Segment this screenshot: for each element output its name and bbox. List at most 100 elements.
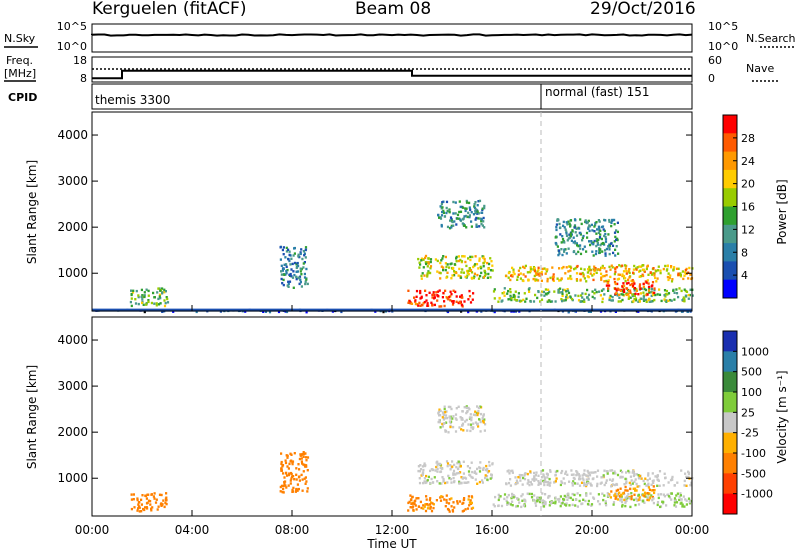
colorbar-band	[723, 279, 737, 299]
heatmap-cell	[666, 268, 669, 271]
heatmap-cell	[624, 485, 627, 489]
heatmap-cell	[466, 274, 469, 277]
heatmap-cell	[679, 492, 682, 495]
heatmap-cell	[413, 500, 416, 503]
heatmap-cell	[470, 495, 473, 498]
heatmap-cell	[445, 494, 448, 497]
heatmap-cell	[581, 502, 584, 505]
heatmap-cell	[633, 282, 636, 285]
heatmap-cell	[463, 224, 466, 227]
heatmap-cell	[564, 470, 568, 473]
heatmap-cell	[140, 288, 143, 292]
heatmap-cell	[589, 268, 592, 271]
heatmap-cell	[546, 476, 549, 479]
heatmap-cell	[434, 469, 437, 472]
heatmap-cell	[444, 262, 447, 265]
heatmap-cell	[450, 407, 453, 411]
heatmap-cell	[564, 248, 567, 251]
heatmap-cell	[439, 216, 442, 219]
heatmap-cell	[287, 484, 290, 487]
heatmap-cell	[635, 489, 638, 492]
heatmap-cell	[512, 496, 515, 499]
heatmap-cell	[534, 474, 537, 477]
heatmap-cell	[546, 481, 549, 484]
heatmap-cell	[415, 508, 418, 511]
heatmap-cell	[589, 482, 592, 485]
heatmap-cell	[605, 479, 608, 482]
heatmap-cell	[558, 222, 561, 226]
heatmap-cell	[468, 206, 471, 209]
heatmap-cell	[687, 472, 690, 476]
heatmap-cell	[138, 506, 141, 509]
heatmap-cell	[466, 507, 470, 510]
heatmap-cell	[512, 494, 515, 497]
heatmap-cell	[455, 257, 458, 260]
heatmap-cell	[561, 469, 564, 473]
heatmap-cell	[282, 472, 285, 475]
heatmap-cell	[468, 201, 471, 205]
heatmap-cell	[438, 271, 441, 274]
heatmap-cell	[479, 420, 482, 424]
heatmap-cell	[430, 468, 433, 471]
heatmap-cell	[583, 300, 586, 303]
heatmap-cell	[505, 274, 508, 278]
heatmap-cell	[643, 482, 646, 486]
heatmap-cell	[582, 478, 585, 481]
heatmap-cell	[146, 507, 149, 510]
heatmap-cell	[619, 487, 622, 490]
x-tick-label: 16:00	[475, 523, 510, 537]
heatmap-cell	[436, 470, 439, 473]
heatmap-cell	[440, 305, 443, 308]
heatmap-cell	[505, 482, 508, 485]
heatmap-cell	[543, 481, 546, 484]
heatmap-cell	[143, 291, 146, 294]
heatmap-cell	[622, 274, 626, 278]
heatmap-cell	[297, 255, 300, 258]
heatmap-cell	[135, 289, 138, 293]
heatmap-cell	[603, 483, 606, 487]
heatmap-cell	[452, 212, 455, 215]
heatmap-cell	[621, 503, 624, 507]
heatmap-cell	[433, 303, 436, 307]
heatmap-cell	[547, 496, 550, 499]
heatmap-cell	[143, 508, 146, 512]
heatmap-cell	[280, 467, 283, 470]
heatmap-cell	[460, 481, 463, 485]
heatmap-cell	[468, 408, 471, 411]
heatmap-cell	[517, 292, 520, 295]
heatmap-cell	[573, 493, 576, 497]
heatmap-cell	[573, 477, 576, 480]
heatmap-cell	[600, 272, 603, 275]
heatmap-cell	[682, 495, 685, 498]
heatmap-cell	[592, 254, 595, 257]
heatmap-cell	[585, 220, 588, 224]
heatmap-cell	[610, 485, 613, 488]
heatmap-cell	[440, 214, 444, 217]
x-tick-label: 08:00	[275, 523, 310, 537]
heatmap-cell	[603, 229, 606, 233]
heatmap-cell	[522, 273, 525, 276]
heatmap-cell	[469, 413, 472, 416]
heatmap-cell	[521, 483, 524, 486]
heatmap-cell	[465, 481, 468, 484]
heatmap-cell	[541, 267, 544, 271]
heatmap-cell	[293, 452, 296, 455]
heatmap-cell	[440, 223, 443, 227]
heatmap-cell	[637, 300, 640, 303]
heatmap-cell	[508, 472, 511, 475]
heatmap-cell	[621, 290, 624, 293]
heatmap-cell	[458, 210, 461, 214]
heatmap-cell	[632, 280, 635, 283]
heatmap-cell	[643, 494, 646, 498]
heatmap-cell	[459, 210, 463, 213]
heatmap-cell	[632, 271, 635, 274]
heatmap-cell	[288, 472, 291, 475]
heatmap-cell	[609, 268, 612, 271]
heatmap-cell	[526, 482, 529, 485]
heatmap-cell	[439, 426, 442, 429]
heatmap-cell	[653, 298, 656, 302]
heatmap-cell	[524, 275, 527, 278]
heatmap-cell	[415, 497, 418, 500]
heatmap-cell	[601, 241, 605, 245]
heatmap-cell	[481, 417, 484, 420]
